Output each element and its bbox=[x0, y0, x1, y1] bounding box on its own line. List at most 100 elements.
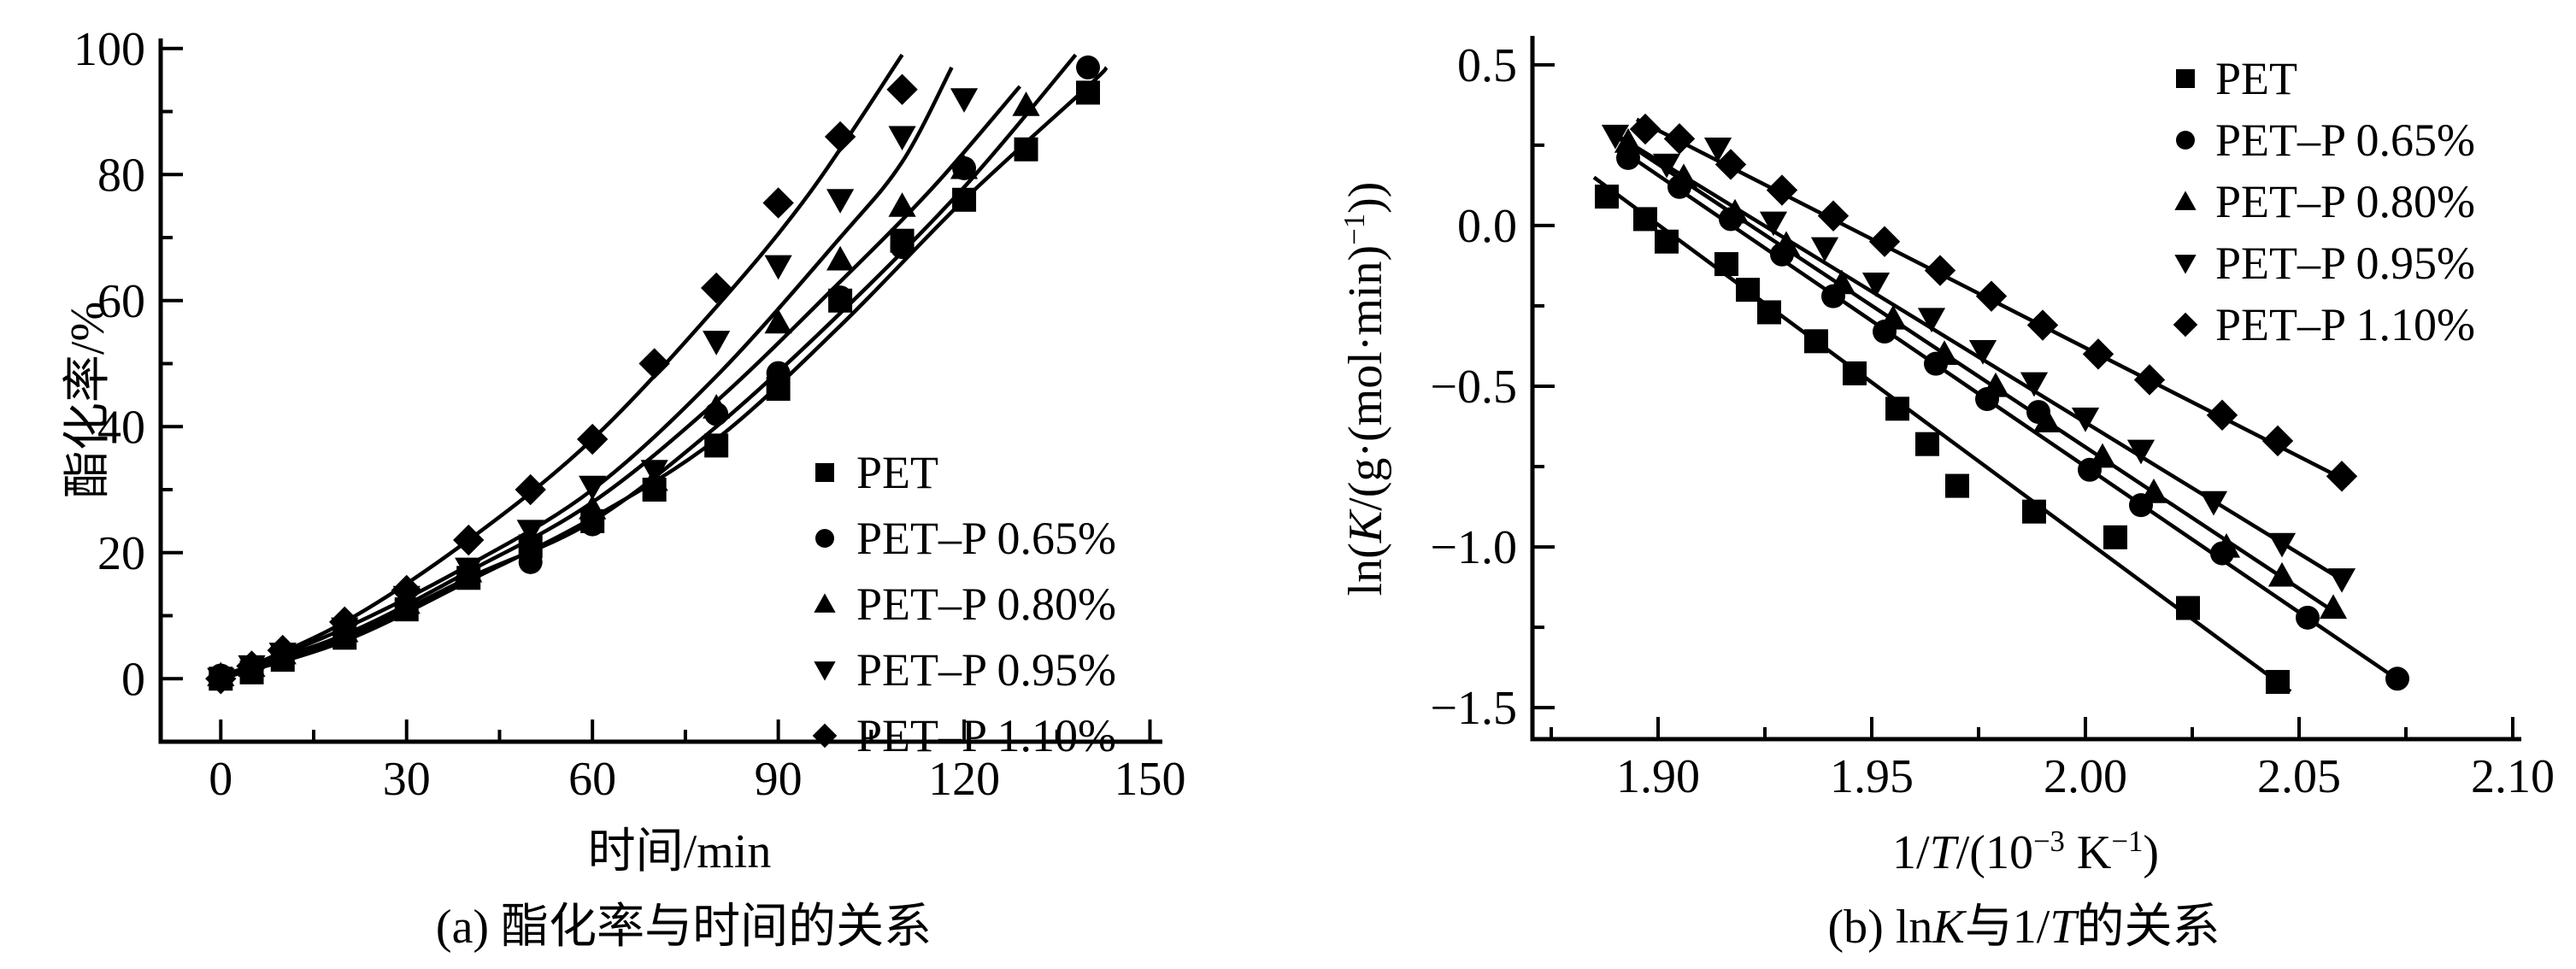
series-diamond bbox=[1629, 113, 2358, 492]
y-tick-label: 0 bbox=[121, 653, 145, 706]
triangle-down-marker bbox=[888, 126, 916, 151]
triangle-up-marker bbox=[2032, 408, 2061, 432]
triangle-up-marker bbox=[2088, 443, 2117, 468]
triangle-down-marker bbox=[950, 88, 979, 113]
triangle-up-marker bbox=[950, 154, 979, 179]
x-tick-label: 2.05 bbox=[2257, 750, 2341, 803]
diamond-marker bbox=[2173, 312, 2198, 338]
diamond-marker bbox=[824, 120, 856, 153]
square-marker bbox=[1757, 300, 1781, 325]
y-tick-label: 40 bbox=[97, 401, 145, 454]
triangle-down-marker bbox=[764, 255, 792, 280]
legend-label: PET–P 0.80% bbox=[856, 578, 1116, 630]
triangle-up-marker bbox=[2174, 191, 2197, 210]
triangle-down-marker bbox=[2199, 490, 2228, 516]
diamond-marker bbox=[1975, 280, 2008, 312]
square-marker bbox=[1014, 137, 1038, 162]
fit-line bbox=[220, 53, 1078, 678]
tick-labels: 1.90 1.95 2.00 2.05 2.10 0.5 0.0 −0.5 −1.0 −1.5 bbox=[1430, 39, 2555, 803]
triangle-down-marker bbox=[1601, 125, 1630, 150]
square-marker bbox=[1843, 361, 1867, 385]
x-tick-label: 150 bbox=[1115, 753, 1186, 806]
triangle-down-marker bbox=[1810, 237, 1839, 262]
square-marker bbox=[1076, 80, 1101, 105]
panel-b-x-axis-label: 1/T/(10−3 K−1) bbox=[1892, 825, 2159, 879]
triangle-down-marker bbox=[1968, 340, 1997, 365]
triangle-down-marker bbox=[703, 331, 731, 355]
square-marker bbox=[1714, 252, 1738, 277]
triangle-up-marker bbox=[1879, 304, 1908, 330]
triangle-up-marker bbox=[888, 192, 916, 217]
triangle-up-marker bbox=[1981, 372, 2010, 397]
triangle-up-marker bbox=[2267, 561, 2297, 587]
triangle-down-marker bbox=[1703, 138, 1732, 162]
circle-marker bbox=[2296, 605, 2320, 630]
legend-item: PET bbox=[2176, 53, 2297, 104]
fit-line bbox=[220, 85, 1022, 678]
series-triangle-down bbox=[1601, 125, 2356, 593]
legend-item: PET–P 0.95% bbox=[814, 644, 1116, 696]
x-tick-label: 90 bbox=[755, 753, 803, 806]
triangle-down-marker bbox=[2020, 372, 2049, 397]
square-marker bbox=[1595, 185, 1619, 209]
x-tick-label: 1.95 bbox=[1830, 750, 1914, 803]
y-tick-label: 0.0 bbox=[1457, 200, 1517, 253]
tick-labels: 0 30 60 90 120 150 0 20 40 60 80 100 bbox=[74, 23, 1186, 806]
legend-label: PET–P 0.65% bbox=[856, 513, 1116, 564]
square-marker bbox=[815, 463, 834, 482]
y-tick-label: 60 bbox=[97, 275, 145, 328]
fit-line bbox=[220, 66, 954, 681]
triangle-down-marker bbox=[2071, 408, 2100, 432]
diamond-marker bbox=[2082, 338, 2114, 370]
circle-marker bbox=[766, 361, 791, 385]
diamond-marker bbox=[886, 73, 918, 105]
triangle-down-marker bbox=[640, 460, 668, 484]
legend-item: PET–P 0.65% bbox=[815, 513, 1116, 564]
legend: PET PET–P 0.65% PET–P 0.80% PET–P 0.95% PET–… bbox=[2173, 53, 2475, 350]
triangle-up-marker bbox=[1827, 269, 1856, 295]
triangle-down-marker bbox=[826, 189, 855, 214]
triangle-up-marker bbox=[703, 394, 731, 419]
fit-line bbox=[1605, 127, 2348, 584]
triangle-down-marker bbox=[2327, 568, 2356, 593]
legend-label: PET bbox=[2215, 53, 2297, 104]
x-tick-label: 120 bbox=[928, 753, 1000, 806]
legend-item: PET bbox=[815, 447, 938, 498]
triangle-down-marker bbox=[2126, 439, 2155, 465]
triangle-up-marker bbox=[2139, 479, 2168, 503]
square-marker bbox=[1945, 473, 1969, 498]
diamond-marker bbox=[1817, 200, 1850, 232]
legend-item: PET–P 1.10% bbox=[2173, 299, 2475, 350]
series-square bbox=[1592, 175, 2292, 695]
circle-marker bbox=[828, 285, 853, 310]
triangle-up-marker bbox=[1012, 91, 1040, 116]
square-marker bbox=[1804, 329, 1828, 354]
legend: PET PET–P 0.65% PET–P 0.80% PET–P 0.95% PET–… bbox=[812, 447, 1116, 761]
square-marker bbox=[2022, 499, 2046, 524]
diamond-marker bbox=[267, 634, 298, 667]
square-marker bbox=[2176, 596, 2200, 620]
triangle-up-marker bbox=[2319, 594, 2348, 620]
circle-marker bbox=[815, 529, 834, 548]
circle-marker bbox=[518, 549, 543, 574]
y-tick-label: −1.5 bbox=[1430, 682, 1517, 735]
square-marker bbox=[952, 187, 977, 212]
circle-marker bbox=[1076, 55, 1101, 79]
triangle-down-marker bbox=[1917, 308, 1946, 333]
diamond-marker bbox=[1868, 226, 1901, 257]
legend-item: PET–P 0.80% bbox=[2174, 176, 2475, 227]
x-tick-label: 1.90 bbox=[1616, 750, 1700, 803]
triangle-down-marker bbox=[516, 520, 544, 545]
square-marker bbox=[2103, 525, 2127, 549]
diamond-marker bbox=[453, 524, 485, 556]
legend-label: PET–P 0.95% bbox=[856, 644, 1116, 696]
square-marker bbox=[2176, 69, 2195, 88]
diamond-marker bbox=[638, 348, 670, 379]
square-marker bbox=[2266, 670, 2290, 695]
circle-marker bbox=[2176, 131, 2195, 150]
legend-label: PET–P 1.10% bbox=[2215, 299, 2475, 350]
triangle-down-marker bbox=[1861, 273, 1891, 297]
